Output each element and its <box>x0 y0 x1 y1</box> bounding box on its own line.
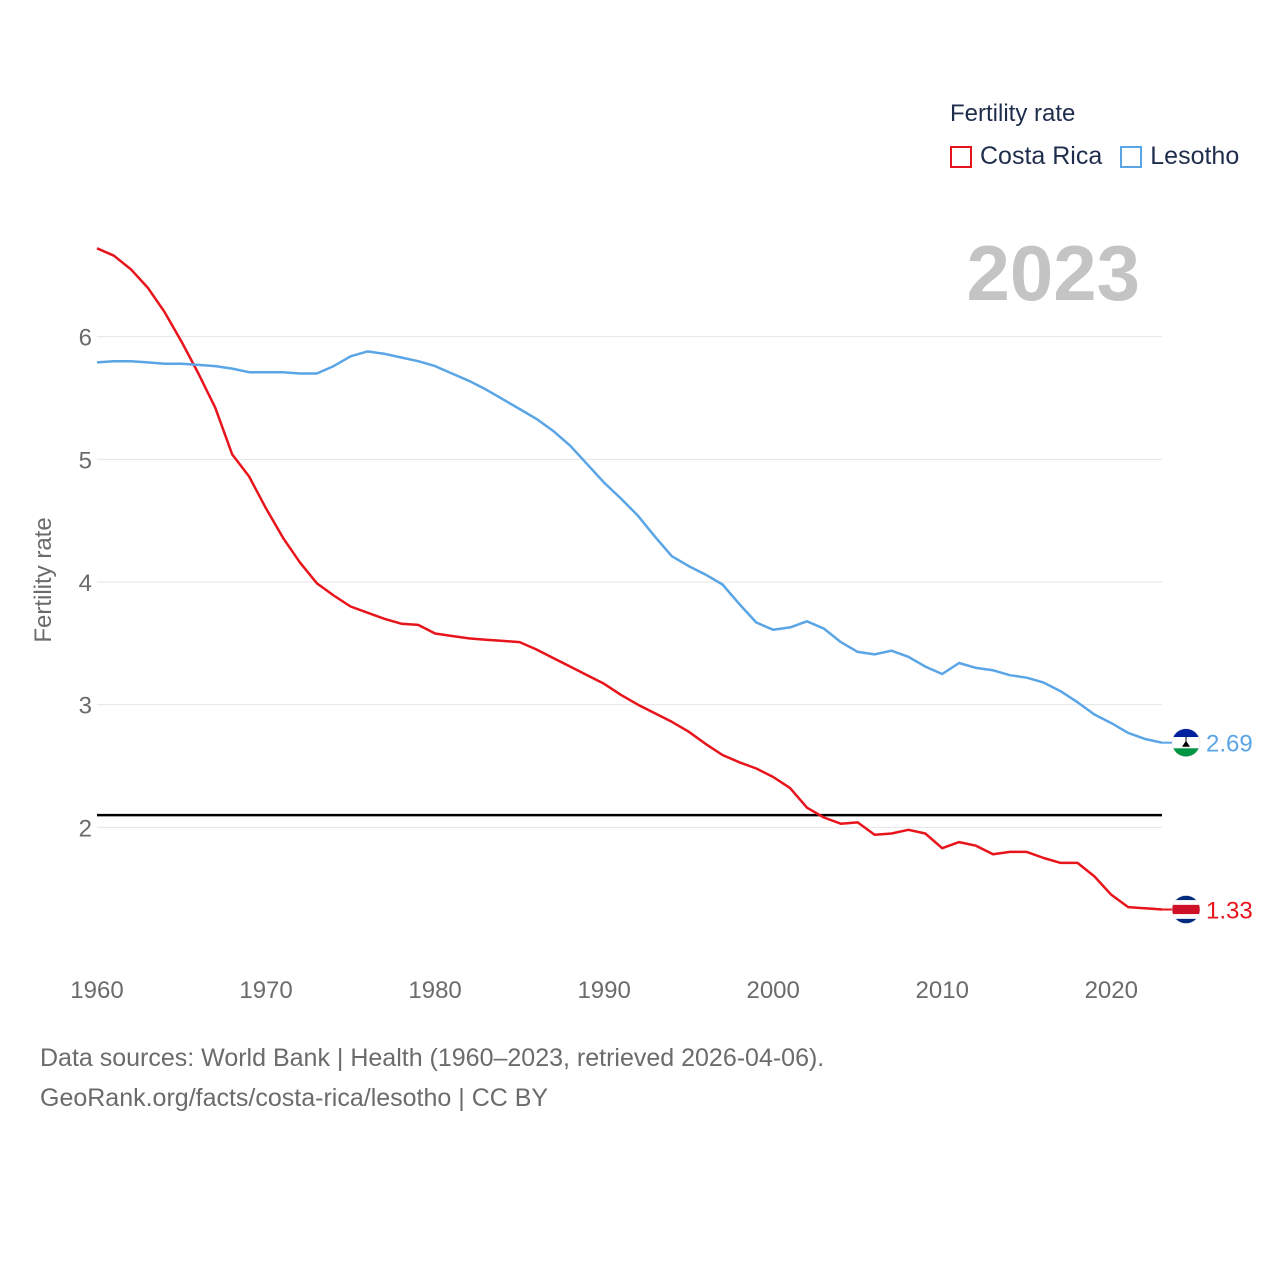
legend-label-costa-rica: Costa Rica <box>980 142 1103 170</box>
grid-lines <box>97 336 1162 828</box>
y-tick-label: 5 <box>79 447 92 474</box>
series-lines <box>96 247 1163 911</box>
x-tick-label: 2020 <box>1085 977 1138 1004</box>
x-tick-label: 1960 <box>70 977 123 1004</box>
series-end-markers: 1.33 2.69 <box>1162 728 1253 925</box>
x-tick-label: 2010 <box>916 977 969 1004</box>
legend-swatch-lesotho <box>1120 145 1143 168</box>
x-tick-label: 1980 <box>408 977 461 1004</box>
data-sources-text: Data sources: World Bank | Health (1960–… <box>40 1044 825 1072</box>
x-tick-label: 1970 <box>239 977 292 1004</box>
y-tick-label: 6 <box>79 325 92 352</box>
legend-item-lesotho[interactable]: Lesotho <box>1120 142 1239 171</box>
x-tick-label: 1990 <box>577 977 630 1004</box>
series-line-lesotho <box>96 350 1163 744</box>
y-axis-ticks: 2 3 4 5 6 <box>79 325 92 843</box>
flag-icon-costa-rica <box>1171 895 1201 924</box>
legend-title: Fertility rate <box>950 100 1076 127</box>
attribution-text: GeoRank.org/facts/costa-rica/lesotho | C… <box>40 1084 549 1112</box>
y-tick-label: 2 <box>79 815 92 842</box>
y-tick-label: 3 <box>79 693 92 720</box>
x-tick-label: 2000 <box>746 977 799 1004</box>
legend-item-costa-rica[interactable]: Costa Rica <box>950 142 1102 171</box>
x-axis-ticks: 1960 1970 1980 1990 2000 2010 2020 <box>70 977 1138 1004</box>
legend: Costa Rica Lesotho <box>950 142 1257 171</box>
end-value-label-costa-rica: 1.33 <box>1206 898 1253 925</box>
y-axis-label: Fertility rate <box>30 517 57 642</box>
y-tick-label: 4 <box>79 570 92 597</box>
end-value-label-lesotho: 2.69 <box>1206 731 1253 758</box>
legend-label-lesotho: Lesotho <box>1150 142 1240 170</box>
year-label: 2023 <box>966 229 1140 317</box>
series-line-costa-rica <box>96 247 1163 911</box>
legend-swatch-costa-rica <box>950 145 972 168</box>
flag-icon-lesotho <box>1171 728 1201 757</box>
